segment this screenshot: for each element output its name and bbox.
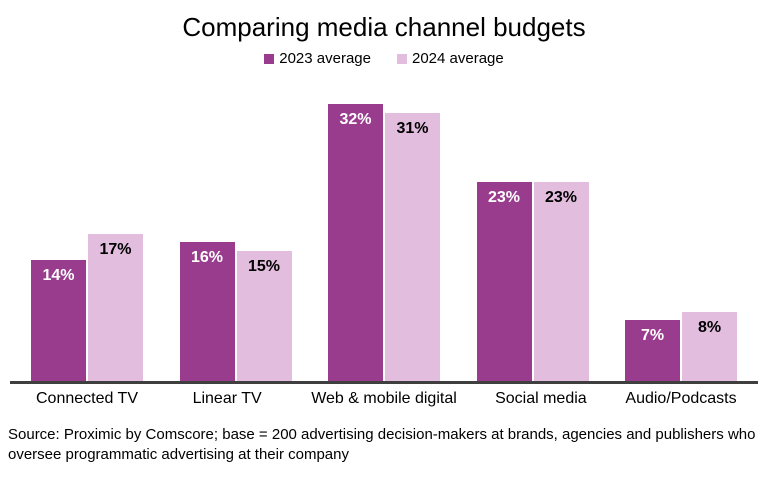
category-label-audio-podcasts: Audio/Podcasts	[625, 390, 737, 407]
legend-label: 2024 average	[412, 50, 504, 67]
bar-2023-average-web-mobile-digital: 32%	[328, 104, 383, 381]
bar-2024-average-web-mobile-digital: 31%	[385, 113, 440, 381]
bar-chart: 14% 17% 16% 15% 32% 31% 23% 23% 7% 8%	[10, 80, 758, 381]
bar-value-label: 14%	[42, 267, 75, 284]
bar-2024-average-social-media: 23%	[533, 182, 589, 381]
bar-value-label: 15%	[247, 258, 281, 275]
legend-label: 2023 average	[279, 50, 371, 67]
bar-value-label: 7%	[640, 327, 665, 344]
plot-area: 14% 17% 16% 15% 32% 31% 23% 23% 7% 8%	[10, 80, 758, 381]
bar-group-audio-podcasts: 7% 8%	[625, 312, 737, 381]
legend: 2023 average 2024 average	[0, 50, 768, 67]
bar-2023-average-social-media: 23%	[476, 182, 532, 381]
category-axis-labels: Connected TV Linear TV Web & mobile digita…	[10, 389, 758, 408]
bar-group-linear-tv: 16% 15%	[179, 242, 292, 381]
legend-swatch-icon	[397, 53, 407, 64]
bar-value-label: 23%	[544, 189, 578, 206]
bar-value-label: 32%	[339, 111, 372, 128]
bar-group-social-media: 23% 23%	[476, 182, 589, 381]
bar-value-label: 23%	[487, 189, 521, 206]
bar-group-web-mobile-digital: 32% 31%	[328, 104, 440, 381]
bar-value-label: 31%	[396, 120, 429, 137]
bar-2023-average-audio-podcasts: 7%	[625, 320, 680, 381]
category-label-linear-tv: Linear TV	[192, 390, 262, 407]
bar-value-label: 8%	[697, 319, 722, 336]
bar-value-label: 16%	[190, 249, 224, 266]
chart-title: Comparing media channel budgets	[182, 12, 586, 42]
bar-2024-average-audio-podcasts: 8%	[682, 312, 737, 381]
legend-item-2024-average: 2024 average	[397, 50, 504, 67]
legend-item-2023-average: 2023 average	[264, 50, 371, 67]
category-label-connected-tv: Connected TV	[36, 390, 138, 407]
legend-swatch-icon	[264, 53, 275, 64]
bar-group-connected-tv: 14% 17%	[31, 234, 143, 381]
x-axis-line	[10, 381, 758, 384]
bar-2024-average-connected-tv: 17%	[88, 234, 143, 381]
bar-2024-average-linear-tv: 15%	[236, 251, 292, 381]
source-note: Source: Proximic by Comscore; base = 200…	[8, 426, 756, 463]
category-label-social-media: Social media	[495, 390, 587, 407]
bar-2023-average-connected-tv: 14%	[31, 260, 86, 381]
category-label-web-mobile-digital: Web & mobile digital	[311, 390, 457, 407]
bar-value-label: 17%	[99, 241, 132, 258]
bar-2023-average-linear-tv: 16%	[179, 242, 235, 381]
